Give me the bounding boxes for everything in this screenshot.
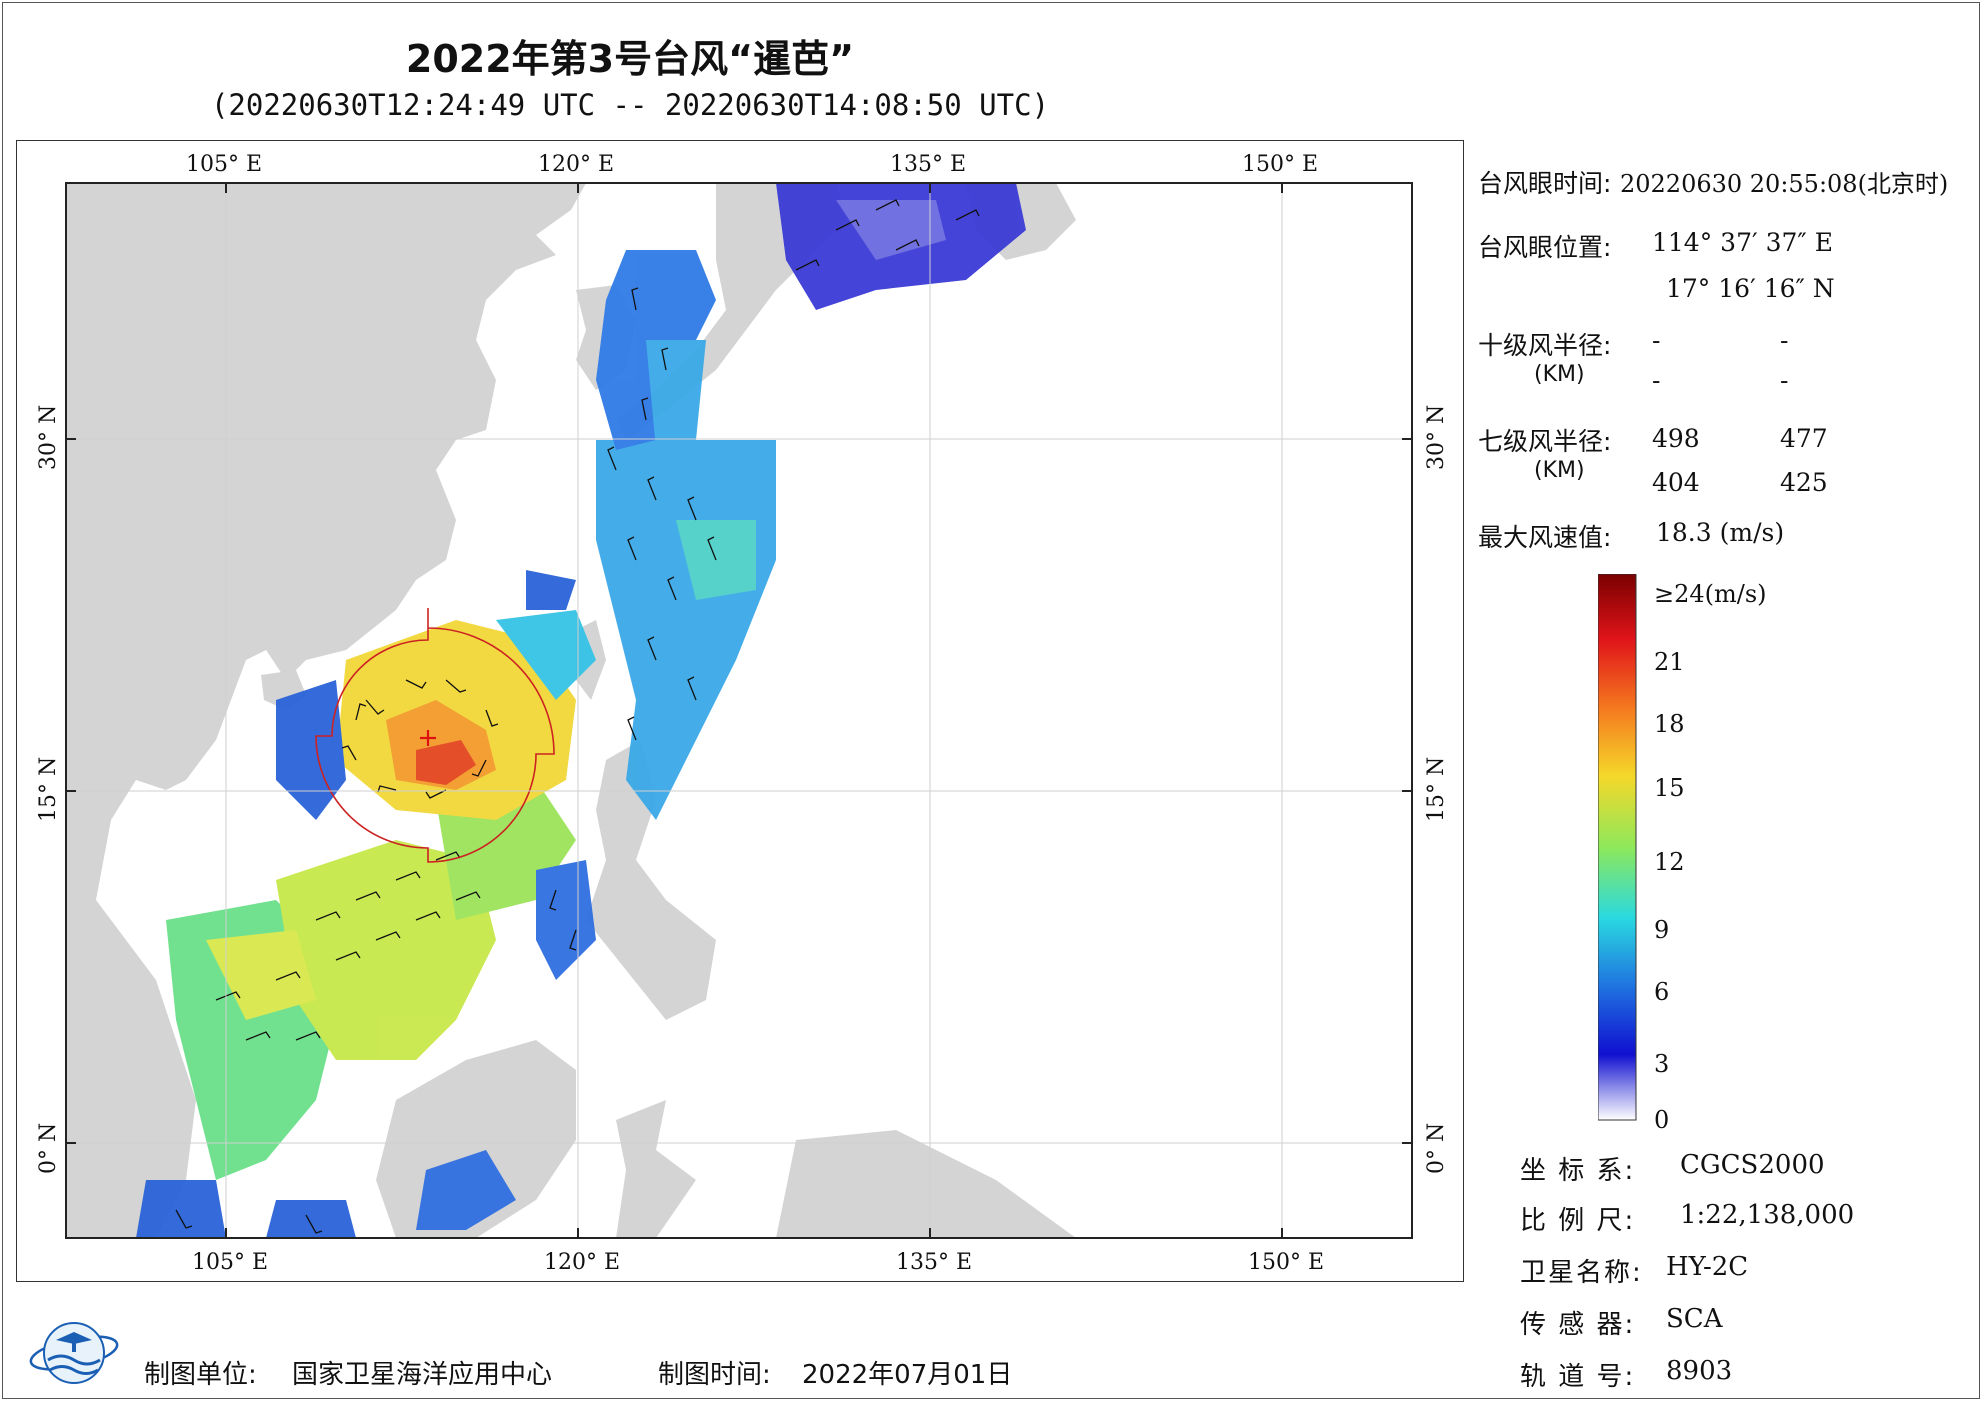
lat-right-0: 0° N	[1424, 1122, 1449, 1174]
footer-time-value: 2022年07月01日	[802, 1360, 1013, 1390]
lat-right-15: 15° N	[1424, 756, 1449, 822]
colorbar-label-6: 6	[1654, 978, 1670, 1006]
lon-bottom-135: 135° E	[896, 1250, 973, 1275]
footer-unit-value: 国家卫星海洋应用中心	[292, 1360, 553, 1390]
r10-value-sw: -	[1652, 366, 1661, 395]
r7-value-sw: 404	[1652, 468, 1700, 497]
land-philippines	[586, 740, 716, 1020]
wind-barbs	[175, 199, 980, 1234]
orbit-value: 8903	[1666, 1356, 1733, 1386]
typhoon-eye-marker	[420, 730, 436, 746]
max-wind-value: 18.3 (m/s)	[1656, 518, 1785, 547]
graticule	[66, 183, 1412, 1238]
nsoas-logo	[29, 1322, 119, 1384]
colorbar-label-24: ≥24(m/s)	[1654, 580, 1767, 608]
max-wind-label: 最大风速值:	[1478, 523, 1612, 552]
sensor-label: 传 感 器:	[1520, 1310, 1636, 1340]
crs-label: 坐 标 系:	[1520, 1156, 1636, 1186]
eye-time-label: 台风眼时间:	[1478, 169, 1612, 198]
r7-value-ne: 498	[1652, 424, 1700, 453]
colorbar-label-3: 3	[1654, 1050, 1670, 1078]
plot-border	[65, 182, 1413, 1239]
r10-unit: (KM)	[1534, 362, 1585, 387]
colorbar-label-18: 18	[1654, 710, 1685, 738]
crs-value: CGCS2000	[1680, 1150, 1825, 1180]
colorbar-label-0: 0	[1654, 1106, 1670, 1134]
lon-bottom-105: 105° E	[192, 1250, 269, 1275]
wind-swath	[136, 183, 1026, 1238]
r10-value-ne: -	[1652, 326, 1661, 355]
satellite-value: HY-2C	[1666, 1252, 1749, 1282]
satellite-label: 卫星名称:	[1520, 1258, 1643, 1288]
footer-unit-label: 制图单位:	[144, 1360, 257, 1390]
lon-bottom-150: 150° E	[1248, 1250, 1325, 1275]
r7-value-nw: 425	[1780, 468, 1828, 497]
lon-top-135: 135° E	[890, 152, 967, 177]
lon-top-150: 150° E	[1242, 152, 1319, 177]
lon-bottom-120: 120° E	[544, 1250, 621, 1275]
scale-value: 1:22,138,000	[1680, 1200, 1855, 1230]
page-title: 2022年第3号台风“暹芭”	[405, 37, 855, 81]
colorbar-label-12: 12	[1654, 848, 1685, 876]
colorbar-label-21: 21	[1654, 648, 1685, 676]
wind-speed-colorbar	[1598, 574, 1637, 1121]
lat-left-15: 15° N	[36, 756, 61, 822]
land-newguinea	[776, 1130, 1076, 1238]
scale-label: 比 例 尺:	[1520, 1206, 1636, 1236]
lon-top-120: 120° E	[538, 152, 615, 177]
r7-radius-outline	[315, 608, 555, 863]
colorbar-label-9: 9	[1654, 916, 1670, 944]
footer-time-label: 制图时间:	[658, 1360, 771, 1390]
land-sulawesi	[616, 1100, 696, 1238]
eye-position-label: 台风眼位置:	[1478, 233, 1612, 262]
r10-value-nw: -	[1780, 366, 1789, 395]
r7-label: 七级风半径:	[1478, 427, 1612, 456]
sensor-value: SCA	[1666, 1304, 1723, 1334]
eye-time-value: 20220630 20:55:08(北京时)	[1620, 170, 1949, 198]
land-asia	[66, 183, 586, 1238]
lat-right-30: 30° N	[1424, 404, 1449, 470]
wind-map[interactable]	[16, 140, 1464, 1282]
lon-top-105: 105° E	[186, 152, 263, 177]
page-subtitle: (20220630T12:24:49 UTC -- 20220630T14:08…	[210, 88, 1050, 122]
r7-value-se: 477	[1780, 424, 1828, 453]
eye-latitude: 17° 16′ 16″ N	[1666, 274, 1835, 303]
r7-unit: (KM)	[1534, 458, 1585, 483]
orbit-label: 轨 道 号:	[1520, 1362, 1636, 1392]
lat-left-0: 0° N	[36, 1122, 61, 1174]
map-frame	[16, 140, 1464, 1282]
lat-left-30: 30° N	[36, 404, 61, 470]
colorbar-label-15: 15	[1654, 774, 1685, 802]
r10-value-se: -	[1780, 326, 1789, 355]
eye-longitude: 114° 37′ 37″ E	[1652, 228, 1833, 257]
r10-label: 十级风半径:	[1478, 331, 1612, 360]
